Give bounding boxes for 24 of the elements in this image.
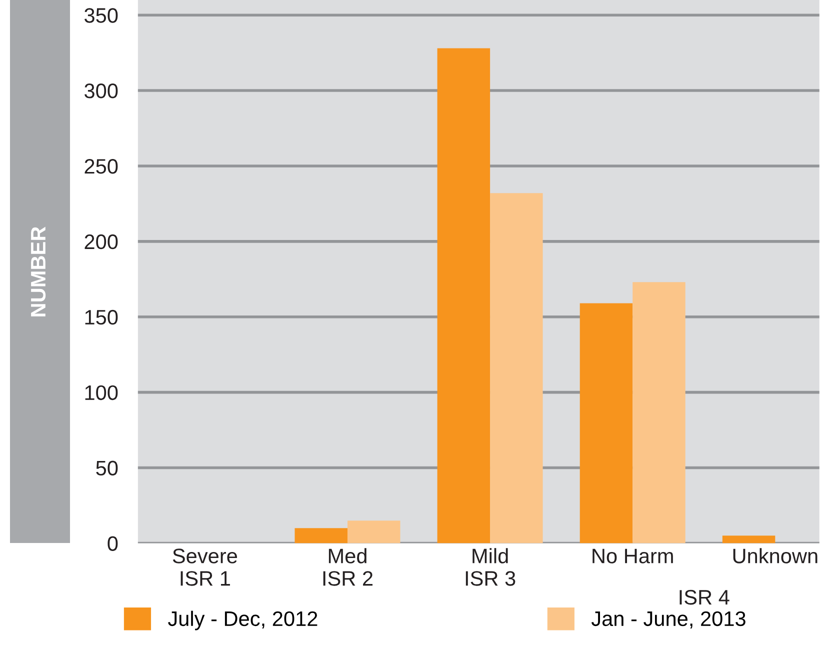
x-tick-label: Unknown <box>733 548 818 564</box>
bar <box>722 536 776 544</box>
legend-label: Jan - June, 2013 <box>591 611 746 629</box>
y-tick-label: 50 <box>96 460 118 476</box>
legend-label: July - Dec, 2012 <box>168 610 318 630</box>
x-tick-label: Mild ISR 3 <box>466 548 516 586</box>
bar <box>490 193 543 544</box>
bar <box>632 282 686 544</box>
y-tick-label: 100 <box>85 385 118 400</box>
y-tick-label: 350 <box>84 8 118 23</box>
y-tick-label: 300 <box>84 84 118 98</box>
bar <box>580 303 633 544</box>
bar <box>347 520 400 544</box>
x-tick-label: Severe ISR 1 <box>172 548 238 586</box>
x-tick-label: Med ISR 2 <box>323 548 372 586</box>
x-tick-label: No Harm <box>592 548 673 564</box>
bar <box>437 48 490 544</box>
y-axis-title: NUMBER <box>31 226 46 316</box>
y-tick-label: 150 <box>85 310 118 325</box>
y-tick-label: 0 <box>108 536 118 551</box>
y-tick-label: 200 <box>84 234 118 250</box>
bar <box>294 528 348 544</box>
y-tick-label: 250 <box>84 158 118 174</box>
text: ISR 4 <box>680 590 730 605</box>
